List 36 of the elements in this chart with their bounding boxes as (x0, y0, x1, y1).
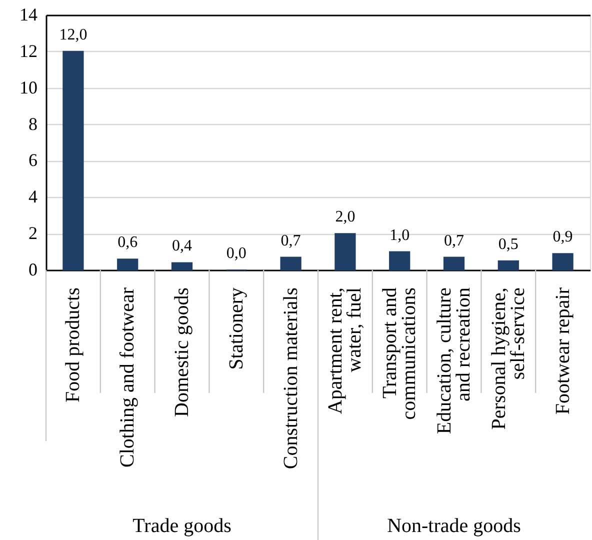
text: Non-trade goods (387, 515, 522, 537)
data-label: 0,5 (498, 236, 518, 253)
data-label: 1,0 (390, 226, 410, 244)
y-tick-label: 8 (28, 114, 38, 134)
x-tick-label: Food products (62, 287, 84, 402)
data-label: 12,0 (59, 26, 88, 44)
data-label: 0,0 (226, 245, 246, 262)
data-label: 2,0 (335, 208, 356, 226)
data-label: 0,6 (118, 234, 138, 252)
text: Trade goods (132, 515, 232, 537)
x-tick-label: Construction materials (280, 287, 302, 470)
y-tick-label: 10 (20, 77, 38, 98)
y-tick-label: 12 (20, 40, 38, 61)
bar (498, 260, 519, 270)
bar (171, 262, 193, 270)
bar (552, 253, 574, 270)
x-tick-label: Footwear repair (552, 287, 574, 415)
bar (117, 258, 138, 270)
data-label: 0,7 (280, 232, 301, 250)
data-label: 0,4 (172, 238, 192, 255)
x-tick-label: Clothing and footwear (116, 287, 139, 468)
bar (334, 233, 356, 270)
x-tick-label: Domestic goods (171, 287, 193, 417)
y-tick-label: 0 (28, 260, 38, 280)
y-tick-label: 14 (20, 4, 38, 24)
x-tick-label: Apartment rent, water, fuel (324, 287, 366, 414)
y-tick-label: 4 (28, 186, 38, 207)
x-tick-label: Stationery (225, 288, 248, 370)
bar (62, 50, 84, 270)
data-label: 0,7 (444, 232, 464, 250)
bar (280, 256, 302, 270)
y-tick-label: 2 (28, 223, 38, 244)
bar (443, 256, 465, 270)
y-tick-label: 6 (28, 150, 38, 170)
data-label: 0,9 (552, 228, 573, 246)
bar (389, 251, 410, 270)
